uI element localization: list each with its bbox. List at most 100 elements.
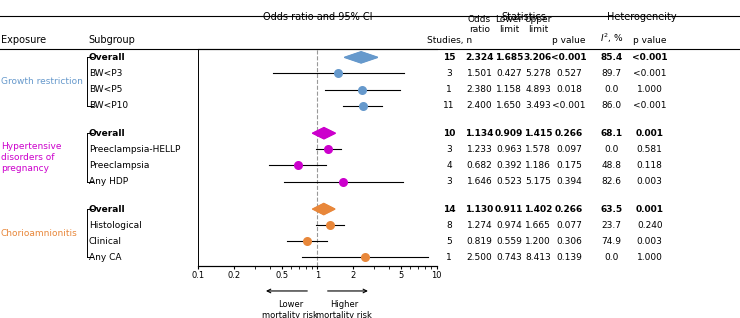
- Text: Clinical: Clinical: [89, 237, 122, 246]
- Text: 4: 4: [446, 161, 452, 170]
- Text: 1.501: 1.501: [467, 69, 492, 78]
- Text: Heterogeneity: Heterogeneity: [607, 12, 676, 22]
- Text: 2.380: 2.380: [467, 85, 492, 94]
- Text: 0.118: 0.118: [637, 161, 662, 170]
- Text: 5.278: 5.278: [525, 69, 551, 78]
- Text: 1.646: 1.646: [467, 177, 492, 186]
- Text: 1.578: 1.578: [525, 145, 551, 154]
- Text: Statistics: Statistics: [502, 12, 546, 22]
- Text: Histological: Histological: [89, 221, 141, 230]
- Text: 0.963: 0.963: [497, 145, 522, 154]
- Text: Overall: Overall: [89, 129, 125, 138]
- Text: 10: 10: [443, 129, 455, 138]
- Text: Lower
limit: Lower limit: [496, 15, 522, 34]
- Text: 1.402: 1.402: [524, 204, 552, 214]
- Text: 0.003: 0.003: [637, 237, 662, 246]
- Text: 0.819: 0.819: [467, 237, 492, 246]
- Text: 2.500: 2.500: [467, 253, 492, 262]
- Text: 0.909: 0.909: [495, 129, 523, 138]
- Text: Overall: Overall: [89, 204, 125, 214]
- Text: 74.9: 74.9: [601, 237, 622, 246]
- Text: 0.077: 0.077: [556, 221, 582, 230]
- Text: <0.001: <0.001: [632, 53, 667, 62]
- Polygon shape: [344, 52, 377, 63]
- Text: 1: 1: [446, 253, 452, 262]
- Text: BW<P5: BW<P5: [89, 85, 122, 94]
- Text: BW<P3: BW<P3: [89, 69, 122, 78]
- Text: 1: 1: [446, 85, 452, 94]
- Text: Overall: Overall: [89, 53, 125, 62]
- Text: 1.665: 1.665: [525, 221, 551, 230]
- Text: <0.001: <0.001: [633, 101, 667, 110]
- Text: <0.001: <0.001: [633, 69, 667, 78]
- Text: 0.003: 0.003: [637, 177, 662, 186]
- Text: Lower
mortality risk: Lower mortality risk: [263, 300, 318, 318]
- Text: 0.392: 0.392: [497, 161, 522, 170]
- Text: 3.206: 3.206: [524, 53, 552, 62]
- Polygon shape: [312, 128, 335, 139]
- Text: 0.559: 0.559: [497, 237, 522, 246]
- Text: 3: 3: [446, 69, 452, 78]
- Text: 1.000: 1.000: [637, 253, 662, 262]
- Text: Odds ratio and 95% CI: Odds ratio and 95% CI: [263, 12, 373, 22]
- Text: 1.000: 1.000: [637, 85, 662, 94]
- Text: 82.6: 82.6: [601, 177, 622, 186]
- Text: 0.306: 0.306: [556, 237, 582, 246]
- Text: 2.324: 2.324: [465, 53, 494, 62]
- Text: 0.682: 0.682: [467, 161, 492, 170]
- Text: 0.974: 0.974: [497, 221, 522, 230]
- Text: Odds
ratio: Odds ratio: [468, 15, 491, 34]
- Text: 15: 15: [443, 53, 455, 62]
- Text: 11: 11: [443, 101, 455, 110]
- Text: 0.266: 0.266: [555, 204, 583, 214]
- Text: 0.527: 0.527: [556, 69, 582, 78]
- Text: 3.493: 3.493: [525, 101, 551, 110]
- Text: p value: p value: [633, 36, 667, 45]
- Text: Subgroup: Subgroup: [89, 35, 135, 45]
- Text: 0.001: 0.001: [636, 129, 664, 138]
- Text: BW<P10: BW<P10: [89, 101, 128, 110]
- Text: 3: 3: [446, 177, 452, 186]
- Text: 1.415: 1.415: [524, 129, 552, 138]
- Text: 0.018: 0.018: [556, 85, 582, 94]
- Text: 0.523: 0.523: [497, 177, 522, 186]
- Text: 68.1: 68.1: [600, 129, 622, 138]
- Text: 4.893: 4.893: [525, 85, 551, 94]
- Text: <0.001: <0.001: [551, 53, 587, 62]
- Text: 48.8: 48.8: [601, 161, 622, 170]
- Text: 0.394: 0.394: [556, 177, 582, 186]
- Text: 89.7: 89.7: [601, 69, 622, 78]
- Text: Growth restriction: Growth restriction: [1, 77, 83, 86]
- Text: Upper
limit: Upper limit: [525, 15, 551, 34]
- Text: Preeclampsia-HELLP: Preeclampsia-HELLP: [89, 145, 180, 154]
- Text: 1.186: 1.186: [525, 161, 551, 170]
- Text: 0.266: 0.266: [555, 129, 583, 138]
- Text: p value: p value: [552, 36, 586, 45]
- Text: 23.7: 23.7: [601, 221, 622, 230]
- Text: 2.400: 2.400: [467, 101, 492, 110]
- Text: Chorioamnionitis: Chorioamnionitis: [1, 229, 78, 238]
- Text: 1.130: 1.130: [465, 204, 494, 214]
- Text: 1.685: 1.685: [495, 53, 523, 62]
- Text: <0.001: <0.001: [552, 101, 586, 110]
- Text: Studies, n: Studies, n: [427, 36, 471, 45]
- Text: Any HDP: Any HDP: [89, 177, 128, 186]
- Text: 5.175: 5.175: [525, 177, 551, 186]
- Text: 8.413: 8.413: [525, 253, 551, 262]
- Text: 0.0: 0.0: [604, 253, 619, 262]
- Text: 0.097: 0.097: [556, 145, 582, 154]
- Text: 0.0: 0.0: [604, 85, 619, 94]
- Text: 1.200: 1.200: [525, 237, 551, 246]
- Text: Preeclampsia: Preeclampsia: [89, 161, 149, 170]
- Text: 0.175: 0.175: [556, 161, 582, 170]
- Text: 86.0: 86.0: [601, 101, 622, 110]
- Text: Hypertensive
disorders of
pregnancy: Hypertensive disorders of pregnancy: [1, 142, 61, 173]
- Text: 8: 8: [446, 221, 452, 230]
- Text: 0.743: 0.743: [497, 253, 522, 262]
- Text: 1.233: 1.233: [467, 145, 492, 154]
- Text: 5: 5: [446, 237, 452, 246]
- Text: 1.134: 1.134: [465, 129, 494, 138]
- Text: 0.581: 0.581: [637, 145, 662, 154]
- Text: 0.0: 0.0: [604, 145, 619, 154]
- Polygon shape: [312, 204, 335, 215]
